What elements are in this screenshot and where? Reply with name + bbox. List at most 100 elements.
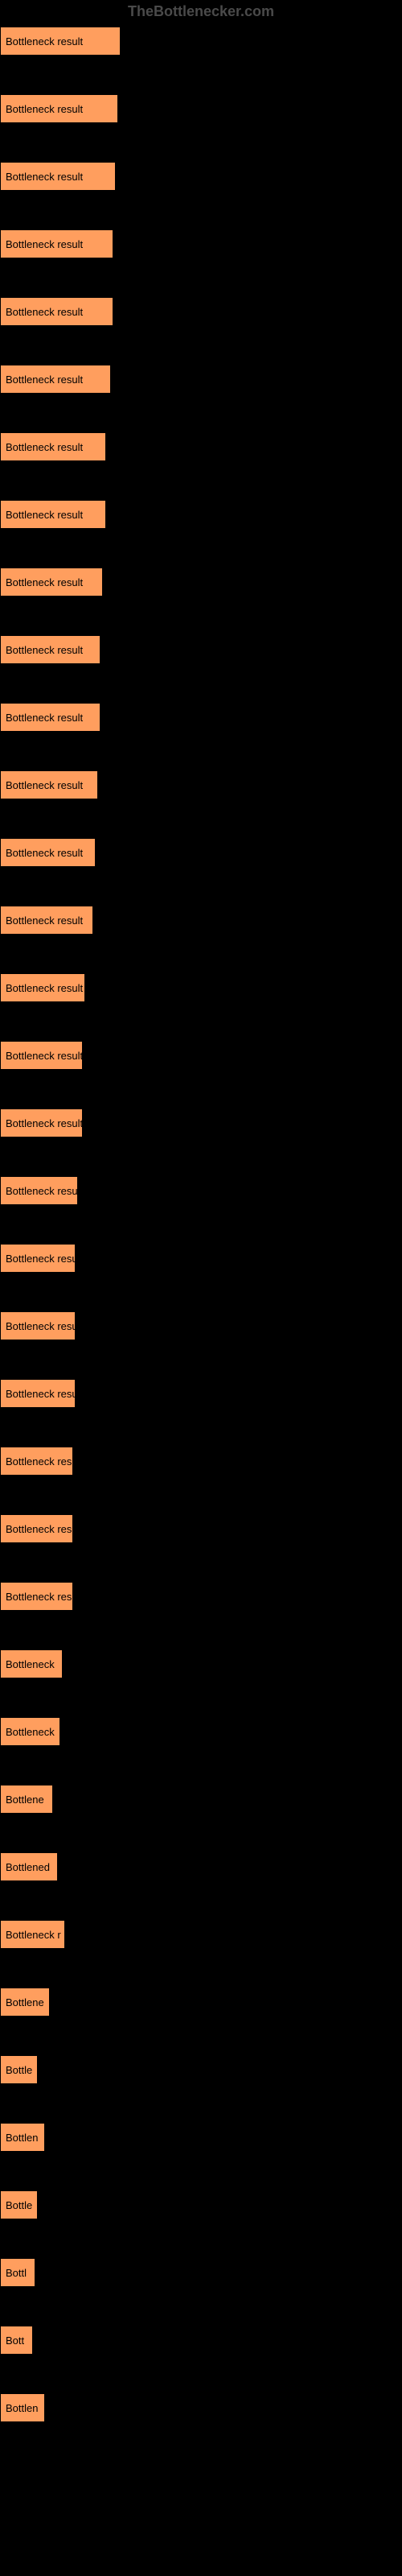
bar: Bottl <box>0 2258 35 2287</box>
bar-row: Bottleneck result <box>0 1311 402 1340</box>
bar-row: Bottlen <box>0 2123 402 2152</box>
bar-label: Bottleneck result <box>6 1320 83 1332</box>
bar-label: Bottlene <box>6 1794 44 1806</box>
bar-row: Bottleneck result <box>0 568 402 597</box>
bar: Bottleneck result <box>0 1311 76 1340</box>
bar-row: Bottleneck resu <box>0 1514 402 1543</box>
bar-label: Bottleneck result <box>6 1591 83 1603</box>
bar: Bottle <box>0 2190 38 2219</box>
bar: Bottleneck result <box>0 229 113 258</box>
bar-label: Bottlened <box>6 1861 50 1873</box>
bar: Bottleneck result <box>0 1447 73 1476</box>
bar-row: Bottleneck result <box>0 27 402 56</box>
bar: Bottleneck result <box>0 500 106 529</box>
bar-label: Bottleneck result <box>6 1050 83 1062</box>
bar-label: Bottle <box>6 2199 32 2211</box>
bar: Bottleneck result <box>0 94 118 123</box>
bar-label: Bottleneck result <box>6 35 83 47</box>
bar: Bottleneck <box>0 1649 63 1678</box>
bar-row: Bottleneck result <box>0 973 402 1002</box>
bar-label: Bottleneck result <box>6 171 83 183</box>
bar-row: Bottleneck result <box>0 703 402 732</box>
bar-label: Bottleneck result <box>6 644 83 656</box>
bar-label: Bottleneck result <box>6 374 83 386</box>
bar: Bottleneck result <box>0 1379 76 1408</box>
bar: Bott <box>0 2326 33 2355</box>
bar-label: Bottleneck resu <box>6 1253 78 1265</box>
bar: Bottleneck result <box>0 1176 78 1205</box>
bar-label: Bottleneck result <box>6 509 83 521</box>
bar-label: Bottleneck result <box>6 914 83 927</box>
bar: Bottlene <box>0 1988 50 2017</box>
bar-row: Bottleneck result <box>0 229 402 258</box>
bar-row: Bottlen <box>0 2393 402 2422</box>
bar: Bottle <box>0 2055 38 2084</box>
bar-label: Bottleneck result <box>6 441 83 453</box>
bar-row: Bottleneck result <box>0 1379 402 1408</box>
bar-label: Bottlen <box>6 2132 38 2144</box>
bar-row: Bottleneck <box>0 1717 402 1746</box>
bar: Bottleneck result <box>0 770 98 799</box>
bar-label: Bottl <box>6 2267 27 2279</box>
bar-row: Bottleneck result <box>0 1447 402 1476</box>
bar: Bottleneck r <box>0 1920 65 1949</box>
bar-row: Bottleneck result <box>0 500 402 529</box>
bar-row: Bottleneck result <box>0 635 402 664</box>
bar-row: Bottleneck result <box>0 906 402 935</box>
bar-label: Bottleneck result <box>6 712 83 724</box>
bar: Bottleneck result <box>0 838 96 867</box>
bar: Bottleneck result <box>0 162 116 191</box>
bar: Bottleneck <box>0 1717 60 1746</box>
bar-row: Bottleneck result <box>0 365 402 394</box>
bar-label: Bottleneck result <box>6 306 83 318</box>
bar-label: Bottlene <box>6 1996 44 2008</box>
bar-row: Bottleneck result <box>0 297 402 326</box>
bar: Bottlene <box>0 1785 53 1814</box>
bar-row: Bottle <box>0 2190 402 2219</box>
bar-row: Bottleneck result <box>0 838 402 867</box>
bar-row: Bottleneck r <box>0 1920 402 1949</box>
bar-label: Bottleneck result <box>6 103 83 115</box>
bar-row: Bottleneck result <box>0 1108 402 1137</box>
bar-row: Bottlened <box>0 1852 402 1881</box>
bar: Bottlen <box>0 2123 45 2152</box>
bar: Bottlen <box>0 2393 45 2422</box>
bar-row: Bottlene <box>0 1988 402 2017</box>
bar-chart: Bottleneck resultBottleneck resultBottle… <box>0 27 402 2477</box>
bar: Bottleneck result <box>0 906 93 935</box>
bar-label: Bottleneck result <box>6 1388 83 1400</box>
bar-row: Bottleneck result <box>0 432 402 461</box>
bar: Bottleneck result <box>0 297 113 326</box>
bar: Bottleneck result <box>0 973 85 1002</box>
bar: Bottleneck result <box>0 432 106 461</box>
bar-label: Bottleneck <box>6 1658 55 1670</box>
bar-row: Bottleneck <box>0 1649 402 1678</box>
bar: Bottleneck result <box>0 703 100 732</box>
bar-row: Bott <box>0 2326 402 2355</box>
bar-row: Bottleneck result <box>0 94 402 123</box>
bar-label: Bottleneck result <box>6 779 83 791</box>
bar-label: Bott <box>6 2334 24 2347</box>
bar-label: Bottleneck <box>6 1726 55 1738</box>
bar-row: Bottlene <box>0 1785 402 1814</box>
bar-row: Bottleneck result <box>0 1041 402 1070</box>
bar-label: Bottleneck result <box>6 1455 83 1468</box>
bar: Bottleneck result <box>0 1108 83 1137</box>
watermark-text: TheBottlenecker.com <box>0 0 402 27</box>
bar: Bottlened <box>0 1852 58 1881</box>
bar-label: Bottleneck result <box>6 982 83 994</box>
bar-row: Bottleneck result <box>0 162 402 191</box>
bar: Bottleneck result <box>0 1041 83 1070</box>
bar-row: Bottleneck result <box>0 770 402 799</box>
bar-label: Bottleneck result <box>6 576 83 588</box>
bar: Bottleneck resu <box>0 1244 76 1273</box>
bar-label: Bottleneck result <box>6 1117 83 1129</box>
bar-row: Bottle <box>0 2055 402 2084</box>
bar-label: Bottleneck result <box>6 847 83 859</box>
bar-label: Bottleneck resu <box>6 1523 78 1535</box>
bar-label: Bottlen <box>6 2402 38 2414</box>
bar-label: Bottleneck r <box>6 1929 61 1941</box>
bar-label: Bottle <box>6 2064 32 2076</box>
bar: Bottleneck resu <box>0 1514 73 1543</box>
bar: Bottleneck result <box>0 568 103 597</box>
